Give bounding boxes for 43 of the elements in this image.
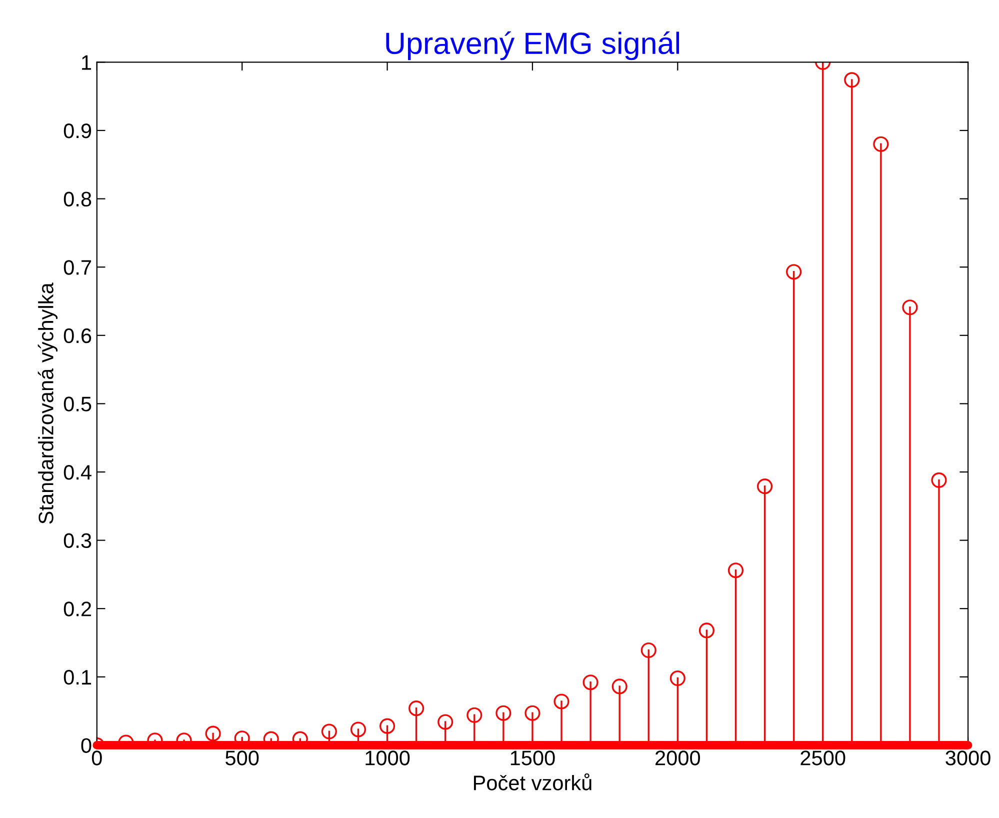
x-axis-title: Počet vzorků [474, 773, 592, 790]
y-tick-label: 0.8 [64, 192, 92, 207]
x-tick-label: 3000 [946, 750, 990, 766]
y-tick-label: 1 [82, 55, 92, 70]
point [380, 718, 396, 734]
point [524, 705, 540, 721]
y-tick-label: 0.9 [64, 123, 92, 138]
y-tick-label: 0.6 [64, 328, 92, 344]
y-tick-label: 0.5 [64, 396, 92, 412]
point [350, 722, 366, 738]
x-tick-label: 1500 [510, 750, 555, 766]
point [466, 707, 482, 723]
x-tick-label: 2500 [800, 750, 846, 766]
point [786, 264, 802, 280]
x-tick-label: 0 [92, 750, 102, 766]
point [873, 136, 889, 152]
point [902, 300, 918, 316]
point [496, 705, 512, 721]
point [698, 622, 714, 638]
y-tick-label: 0.3 [64, 533, 92, 548]
point [728, 562, 744, 578]
point [438, 714, 454, 730]
point [640, 642, 656, 658]
x-tick-label: 1000 [366, 750, 410, 766]
point [321, 724, 337, 740]
y-tick-label: 0.2 [64, 602, 91, 616]
y-axis-title: Standardizovaná výchylka [38, 282, 58, 524]
point [408, 700, 424, 716]
y-tick-label: 0.4 [64, 464, 92, 480]
point [205, 726, 221, 742]
point [582, 674, 598, 690]
point [670, 670, 686, 686]
y-tick-label: 0 [81, 738, 92, 753]
point [756, 478, 773, 494]
y-tick-label: 0.7 [64, 260, 91, 275]
point [931, 472, 947, 488]
point [554, 694, 570, 710]
x-tick-label: 2000 [656, 750, 700, 766]
y-tick-label: 0.1 [64, 670, 92, 685]
chart-title: Upravený EMG signál [386, 31, 680, 60]
point [612, 678, 628, 694]
x-tick-label: 500 [226, 750, 259, 766]
point [844, 72, 860, 88]
